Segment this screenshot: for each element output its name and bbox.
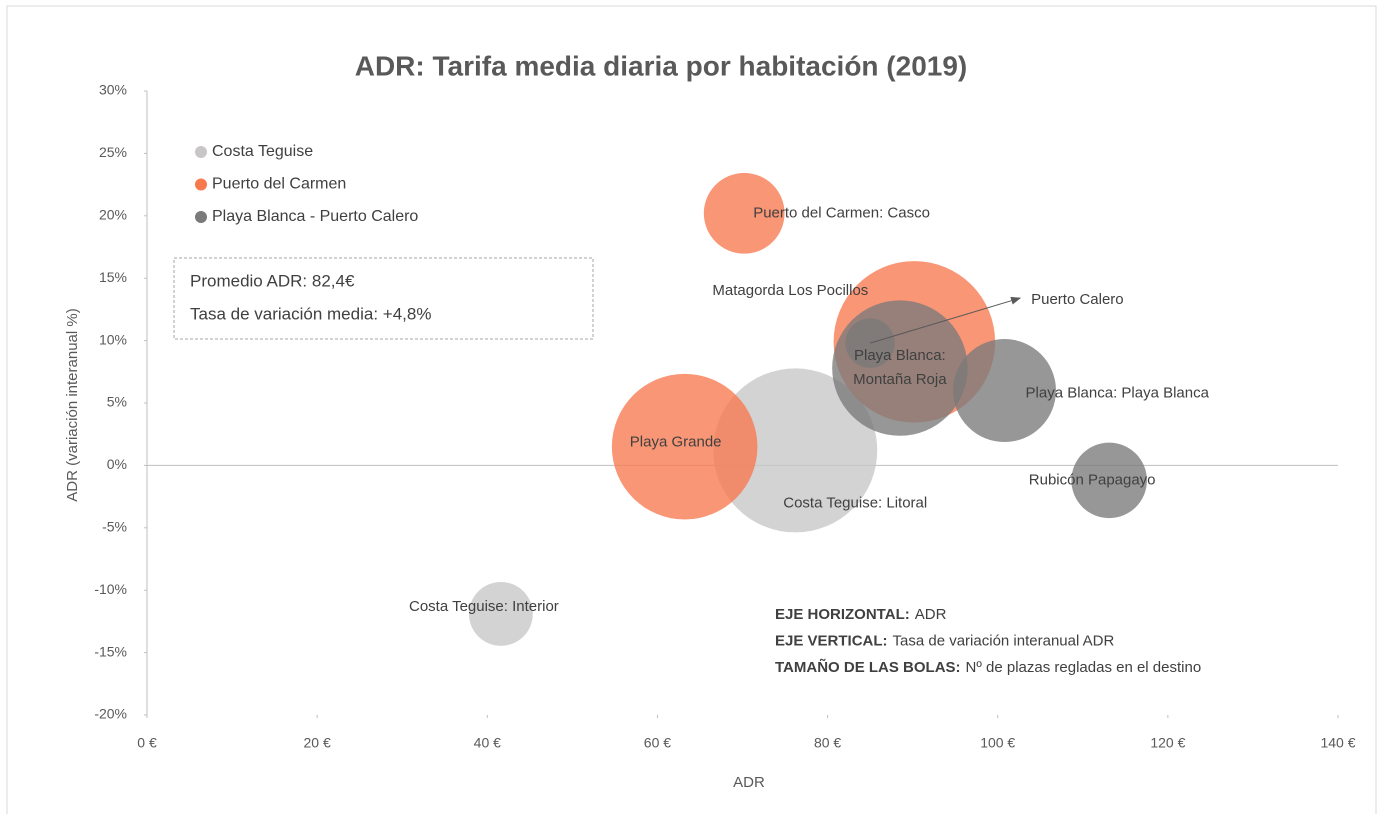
y-tick-label: 20% [99,207,127,223]
y-tick-label: -5% [102,519,127,535]
legend-label: Costa Teguise [212,143,313,160]
bubble-label: Rubicón Papagayo [1029,471,1156,488]
note: TAMAÑO DE LAS BOLAS: Nº de plazas reglada… [775,658,1201,676]
note: EJE HORIZONTAL: ADR [775,606,947,623]
bubble [832,300,968,436]
bubble-label: Playa Blanca: Montaña Roja [853,347,947,389]
note-label: TAMAÑO DE LAS BOLAS: [775,658,961,676]
bubble-label: Puerto del Carmen: Casco [753,204,930,221]
y-axis-title: ADR (variación interanual %) [64,308,81,501]
bubble-label: Playa Blanca: Playa Blanca [1026,384,1210,401]
y-tick-label: 30% [99,82,127,98]
x-tick-label: 80 € [814,735,841,751]
legend-label: Puerto del Carmen [212,176,346,193]
bubble [713,368,878,533]
x-axis-title: ADR [733,774,765,791]
y-tick-label: -15% [94,643,127,659]
y-tick-label: 25% [99,144,127,160]
label-arrow [869,296,1022,344]
x-tick-label: 100 € [980,735,1015,751]
y-tick-label: 0% [107,456,127,472]
y-tick-label: 10% [99,331,127,347]
bubble [1071,442,1147,519]
note-label: EJE VERTICAL: [775,632,888,649]
summary-text: Tasa de variación media: +4,8% [190,304,431,323]
note-text: ADR [915,606,947,623]
x-tick-label: 0 € [137,735,157,751]
bubble [611,373,758,520]
y-tick-label: -10% [94,581,127,597]
bubble [953,339,1056,442]
x-tick-label: 40 € [474,735,501,751]
bubble-label: Matagorda Los Pocillos [712,282,868,299]
y-tick-label: -20% [94,706,127,722]
bubble-label: Costa Teguise: Interior [409,598,559,615]
x-tick-label: 60 € [644,735,671,751]
bubble-label: Costa Teguise: Litoral [783,494,927,511]
x-tick-label: 120 € [1150,735,1185,751]
summary-text: Promedio ADR: 82,4€ [190,271,355,290]
bubble [703,172,785,254]
x-tick-label: 20 € [304,735,331,751]
legend-marker [195,146,207,158]
legend-marker [195,178,207,191]
legend-marker [195,211,207,223]
legend-label: Playa Blanca - Puerto Calero [212,208,418,225]
y-tick-label: 15% [99,269,127,285]
bubble-label: Puerto Calero [1031,291,1124,308]
note: EJE VERTICAL: Tasa de variación interanua… [775,632,1114,649]
bubble-label: Playa Grande [630,434,722,451]
chart-title: ADR: Tarifa media diaria por habitación … [355,50,968,81]
note-text: Nº de plazas regladas en el destino [966,659,1202,676]
y-tick-label: 5% [107,394,127,410]
bubble [468,581,533,646]
note-label: EJE HORIZONTAL: [775,606,910,623]
x-tick-label: 140 € [1320,735,1355,751]
note-text: Tasa de variación interanual ADR [893,632,1115,649]
